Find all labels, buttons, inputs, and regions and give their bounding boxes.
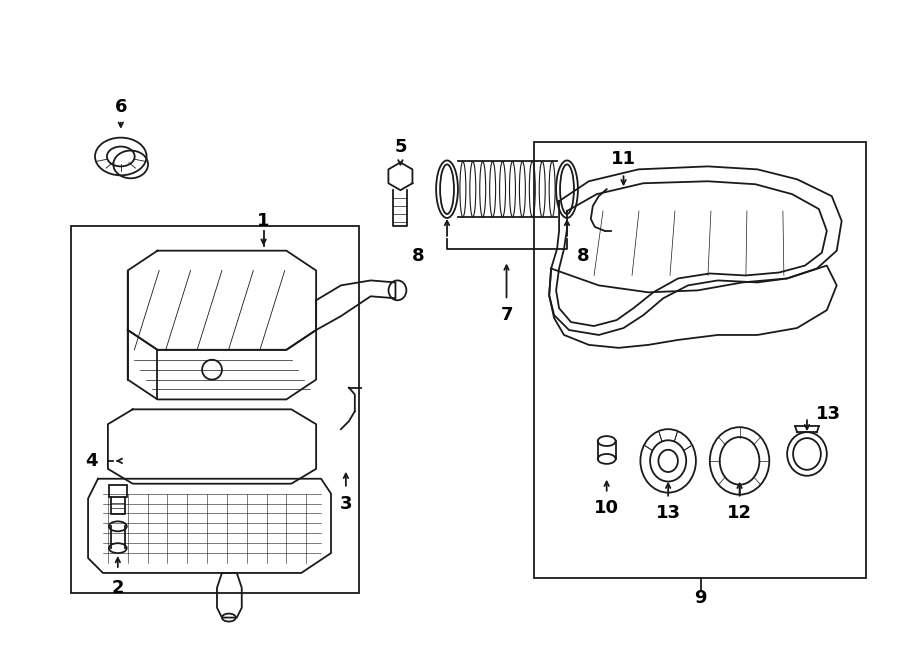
Text: 13: 13: [656, 504, 680, 522]
Text: 13: 13: [816, 405, 842, 423]
Bar: [535, 141, 867, 578]
Text: 10: 10: [594, 500, 619, 518]
Text: 4: 4: [85, 452, 97, 470]
Text: 6: 6: [114, 98, 127, 116]
Text: 11: 11: [611, 151, 636, 169]
Text: 7: 7: [500, 306, 513, 324]
Text: 9: 9: [695, 589, 707, 607]
Text: 1: 1: [257, 212, 270, 230]
Text: 2: 2: [112, 579, 124, 597]
Text: 12: 12: [727, 504, 752, 522]
Text: 5: 5: [394, 137, 407, 155]
Bar: [71, 226, 359, 593]
Text: 8: 8: [412, 247, 425, 264]
Text: 8: 8: [577, 247, 590, 264]
Text: 3: 3: [339, 494, 352, 512]
Bar: [109, 485, 127, 496]
